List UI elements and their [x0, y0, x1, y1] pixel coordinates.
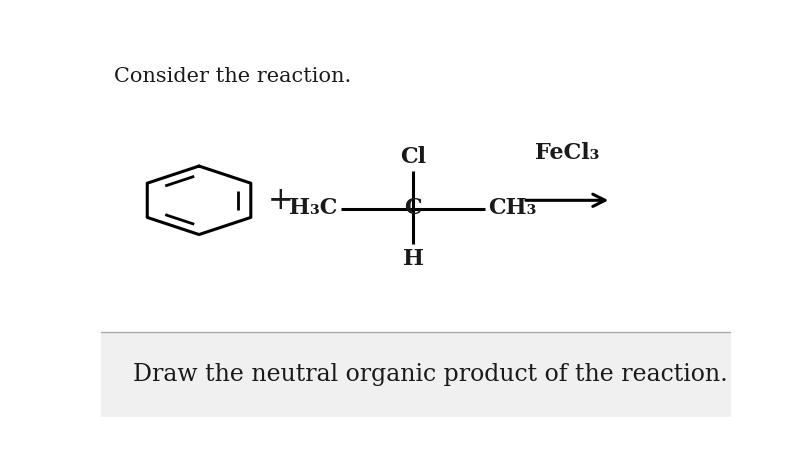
Text: FeCl₃: FeCl₃ [534, 142, 599, 164]
Text: Cl: Cl [400, 146, 426, 168]
Text: H: H [402, 248, 423, 270]
Bar [101, 332, 730, 417]
Text: H₃C: H₃C [289, 197, 337, 219]
Text: Consider the reaction.: Consider the reaction. [114, 67, 351, 86]
Text: +: + [268, 185, 294, 216]
Text: CH₃: CH₃ [488, 197, 536, 219]
Text: Draw the neutral organic product of the reaction.: Draw the neutral organic product of the … [133, 363, 727, 386]
Text: C: C [404, 197, 421, 219]
